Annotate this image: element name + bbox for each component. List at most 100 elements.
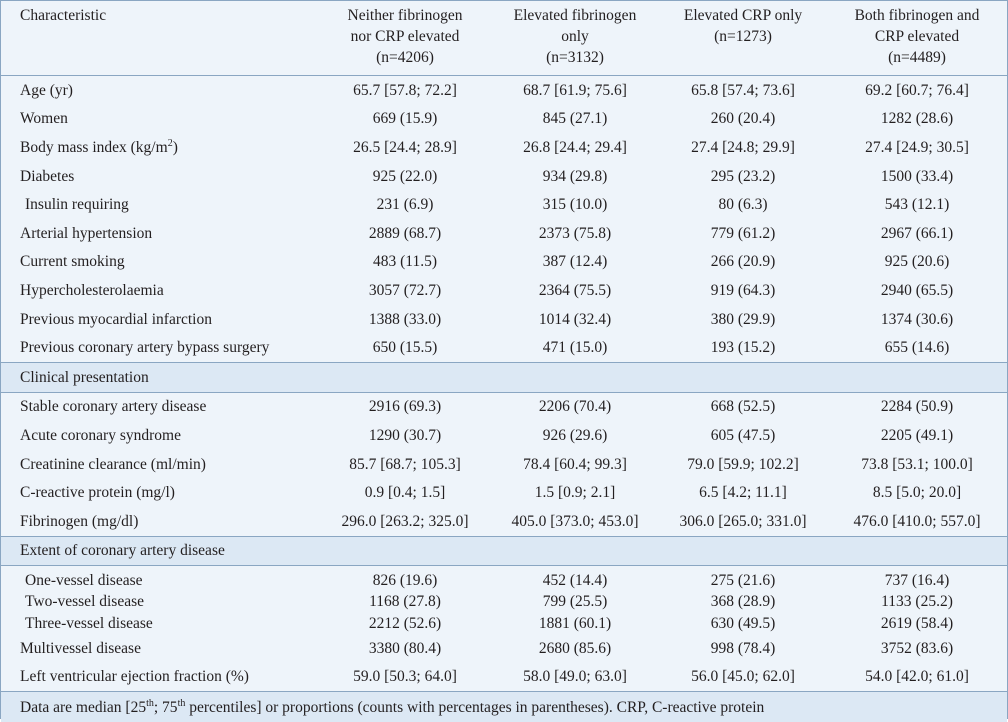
cell-value: 2364 (75.5) bbox=[491, 276, 659, 305]
row-label: Body mass index (kg/m2) bbox=[1, 133, 319, 162]
header-line: only bbox=[561, 28, 589, 45]
cell-value: 1388 (33.0) bbox=[319, 305, 491, 334]
cell-value: 306.0 [265.0; 331.0] bbox=[659, 507, 827, 536]
row-label: C-reactive protein (mg/l) bbox=[1, 478, 319, 507]
cell-value: 2680 (85.6) bbox=[491, 634, 659, 663]
cell-value: 1881 (60.1) bbox=[491, 613, 659, 635]
table-row: Body mass index (kg/m2)26.5 [24.4; 28.9]… bbox=[1, 133, 1007, 162]
cell-value: 380 (29.9) bbox=[659, 305, 827, 334]
row-label: Left ventricular ejection fraction (%) bbox=[1, 663, 319, 692]
row-label: Arterial hypertension bbox=[1, 219, 319, 248]
cell-value: 779 (61.2) bbox=[659, 219, 827, 248]
cell-value: 65.7 [57.8; 72.2] bbox=[319, 76, 491, 105]
cell-value: 26.8 [24.4; 29.4] bbox=[491, 133, 659, 162]
cell-value: 483 (11.5) bbox=[319, 248, 491, 277]
column-header-group-1: Neither fibrinogen nor CRP elevated (n=420… bbox=[319, 1, 491, 76]
row-label: Current smoking bbox=[1, 248, 319, 277]
footnote-text: percentiles] or proportions (counts with… bbox=[185, 699, 764, 716]
table-row: Age (yr)65.7 [57.8; 72.2]68.7 [61.9; 75.… bbox=[1, 76, 1007, 105]
header-line: nor CRP elevated bbox=[351, 28, 460, 45]
table-row: Previous coronary artery bypass surgery 6… bbox=[1, 333, 1007, 362]
header-line: Both fibrinogen and bbox=[855, 7, 980, 24]
row-label-text: Arterial hypertension bbox=[20, 225, 152, 242]
cell-value: 2916 (69.3) bbox=[319, 392, 491, 421]
cell-value: 266 (20.9) bbox=[659, 248, 827, 277]
table-row: Fibrinogen (mg/dl)296.0 [263.2; 325.0]40… bbox=[1, 507, 1007, 536]
header-line: (n=4489) bbox=[888, 49, 946, 66]
cell-value: 231 (6.9) bbox=[319, 190, 491, 219]
column-header-group-3: Elevated CRP only (n=1273) bbox=[659, 1, 827, 76]
row-label-text: Previous myocardial infarction bbox=[20, 311, 212, 328]
row-label: Age (yr) bbox=[1, 76, 319, 105]
header-line: (n=1273) bbox=[714, 28, 772, 45]
table-row: Previous myocardial infarction 1388 (33.0… bbox=[1, 305, 1007, 334]
row-label-text: Previous coronary artery bypass surgery bbox=[20, 339, 269, 356]
header-line: Elevated fibrinogen bbox=[514, 7, 637, 24]
section-header-row: Clinical presentation bbox=[1, 362, 1007, 392]
column-header-group-2: Elevated fibrinogen only (n=3132) bbox=[491, 1, 659, 76]
row-label: Two-vessel disease bbox=[1, 591, 319, 613]
row-label: Previous coronary artery bypass surgery bbox=[1, 333, 319, 362]
table-header: Characteristic Neither fibrinogen nor CRP … bbox=[1, 1, 1007, 76]
row-label: Stable coronary artery disease bbox=[1, 392, 319, 421]
header-line: (n=4206) bbox=[376, 49, 434, 66]
row-label-text: Current smoking bbox=[20, 253, 125, 270]
header-row: Characteristic Neither fibrinogen nor CRP … bbox=[1, 1, 1007, 76]
row-label-suffix: ) bbox=[173, 139, 178, 156]
cell-value: 387 (12.4) bbox=[491, 248, 659, 277]
row-label: Diabetes bbox=[1, 162, 319, 191]
cell-value: 59.0 [50.3; 64.0] bbox=[319, 663, 491, 692]
cell-value: 56.0 [45.0; 62.0] bbox=[659, 663, 827, 692]
row-label: Previous myocardial infarction bbox=[1, 305, 319, 334]
row-label-text: Fibrinogen (mg/dl) bbox=[20, 513, 138, 530]
cell-value: 1.5 [0.9; 2.1] bbox=[491, 478, 659, 507]
cell-value: 655 (14.6) bbox=[827, 333, 1007, 362]
table-row: Creatinine clearance (ml/min)85.7 [68.7;… bbox=[1, 450, 1007, 479]
header-line: Elevated CRP only bbox=[684, 7, 802, 24]
row-label: One-vessel disease bbox=[1, 566, 319, 592]
cell-value: 275 (21.6) bbox=[659, 566, 827, 592]
cell-value: 27.4 [24.9; 30.5] bbox=[827, 133, 1007, 162]
row-label-text: Multivessel disease bbox=[20, 640, 141, 657]
cell-value: 2889 (68.7) bbox=[319, 219, 491, 248]
cell-value: 668 (52.5) bbox=[659, 392, 827, 421]
cell-value: 737 (16.4) bbox=[827, 566, 1007, 592]
cell-value: 934 (29.8) bbox=[491, 162, 659, 191]
cell-value: 2967 (66.1) bbox=[827, 219, 1007, 248]
cell-value: 1014 (32.4) bbox=[491, 305, 659, 334]
cell-value: 315 (10.0) bbox=[491, 190, 659, 219]
table-row: Multivessel disease 3380 (80.4)2680 (85.6… bbox=[1, 634, 1007, 663]
table-row: C-reactive protein (mg/l) 0.9 [0.4; 1.5]1… bbox=[1, 478, 1007, 507]
section-title: Extent of coronary artery disease bbox=[1, 536, 1007, 566]
cell-value: 1374 (30.6) bbox=[827, 305, 1007, 334]
cell-value: 368 (28.9) bbox=[659, 591, 827, 613]
cell-value: 8.5 [5.0; 20.0] bbox=[827, 478, 1007, 507]
cell-value: 0.9 [0.4; 1.5] bbox=[319, 478, 491, 507]
section-header-row: Extent of coronary artery disease bbox=[1, 536, 1007, 566]
cell-value: 669 (15.9) bbox=[319, 105, 491, 134]
header-line: (n=3132) bbox=[546, 49, 604, 66]
footnote-text: ; 75 bbox=[154, 699, 178, 716]
row-label: Multivessel disease bbox=[1, 634, 319, 663]
cell-value: 58.0 [49.0; 63.0] bbox=[491, 663, 659, 692]
header-line: Neither fibrinogen bbox=[348, 7, 463, 24]
footnote-row: Data are median [25th; 75th percentiles]… bbox=[1, 692, 1007, 722]
cell-value: 1282 (28.6) bbox=[827, 105, 1007, 134]
cell-value: 295 (23.2) bbox=[659, 162, 827, 191]
cell-value: 926 (29.6) bbox=[491, 421, 659, 450]
row-label-text: C-reactive protein (mg/l) bbox=[20, 484, 175, 501]
cell-value: 476.0 [410.0; 557.0] bbox=[827, 507, 1007, 536]
row-label-text: Women bbox=[20, 110, 68, 127]
column-header-characteristic: Characteristic bbox=[1, 1, 319, 76]
cell-value: 405.0 [373.0; 453.0] bbox=[491, 507, 659, 536]
cell-value: 925 (22.0) bbox=[319, 162, 491, 191]
cell-value: 3380 (80.4) bbox=[319, 634, 491, 663]
cell-value: 73.8 [53.1; 100.0] bbox=[827, 450, 1007, 479]
